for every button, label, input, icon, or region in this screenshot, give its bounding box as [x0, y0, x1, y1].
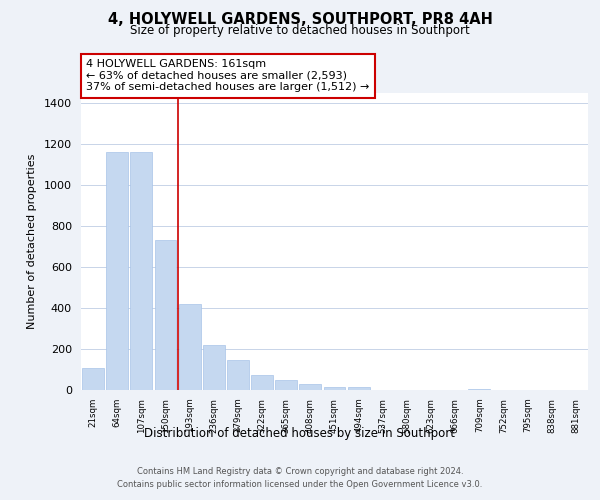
- Bar: [275, 380, 297, 390]
- Text: Size of property relative to detached houses in Southport: Size of property relative to detached ho…: [130, 24, 470, 37]
- Text: 4 HOLYWELL GARDENS: 161sqm
← 63% of detached houses are smaller (2,593)
37% of s: 4 HOLYWELL GARDENS: 161sqm ← 63% of deta…: [86, 60, 370, 92]
- Bar: [348, 387, 370, 390]
- Bar: [251, 374, 273, 390]
- Text: Contains public sector information licensed under the Open Government Licence v3: Contains public sector information licen…: [118, 480, 482, 489]
- Bar: [227, 360, 249, 390]
- Y-axis label: Number of detached properties: Number of detached properties: [27, 154, 37, 329]
- Bar: [469, 389, 490, 390]
- Bar: [323, 387, 346, 390]
- Text: Distribution of detached houses by size in Southport: Distribution of detached houses by size …: [145, 428, 455, 440]
- Bar: [106, 152, 128, 390]
- Bar: [179, 304, 200, 390]
- Text: Contains HM Land Registry data © Crown copyright and database right 2024.: Contains HM Land Registry data © Crown c…: [137, 468, 463, 476]
- Text: 4, HOLYWELL GARDENS, SOUTHPORT, PR8 4AH: 4, HOLYWELL GARDENS, SOUTHPORT, PR8 4AH: [107, 12, 493, 28]
- Bar: [130, 152, 152, 390]
- Bar: [299, 384, 321, 390]
- Bar: [82, 368, 104, 390]
- Bar: [155, 240, 176, 390]
- Bar: [203, 345, 224, 390]
